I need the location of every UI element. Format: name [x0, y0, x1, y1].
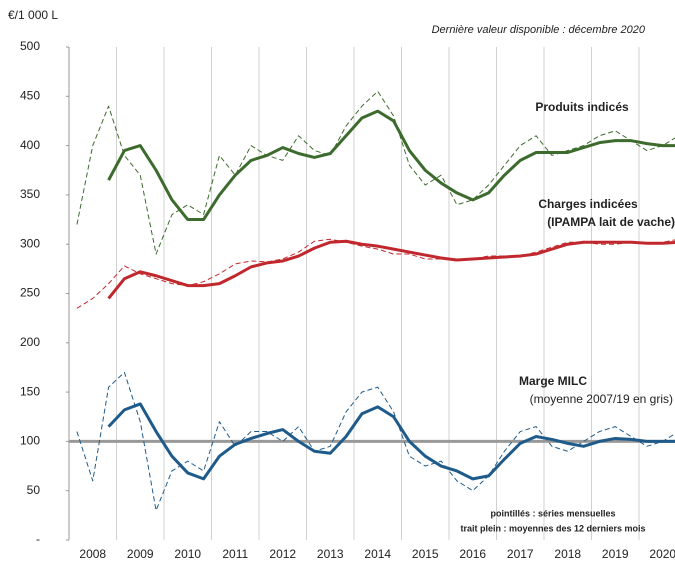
series-label: Charges indicées	[538, 197, 638, 211]
y-tick-label: 50	[27, 483, 41, 497]
y-tick-label: 200	[20, 335, 40, 349]
series-note: (moyenne 2007/19 en gris)	[530, 392, 673, 406]
series-line	[107, 402, 675, 481]
y-tick-label: -	[36, 532, 40, 546]
x-tick-label: 2011	[222, 547, 248, 561]
y-tick-label: 450	[20, 88, 40, 102]
series-label: Produits indicés	[535, 100, 629, 114]
x-tick-label: 2012	[269, 547, 296, 561]
y-tick-label: 500	[20, 39, 40, 53]
y-tick-label: 250	[20, 286, 40, 300]
x-tick-label: 2017	[507, 547, 534, 561]
series-label: Marge MILC	[519, 374, 587, 388]
series-line	[107, 109, 675, 222]
x-tick-label: 2010	[174, 547, 201, 561]
y-tick-label: 150	[20, 384, 40, 398]
footnote: trait plein : moyennes des 12 derniers m…	[460, 523, 645, 533]
x-tick-label: 2020	[649, 547, 675, 561]
x-tick-label: 2016	[459, 547, 486, 561]
subtitle: Dernière valeur disponible : décembre 20…	[432, 24, 646, 36]
series-line	[107, 239, 675, 300]
x-tick-label: 2013	[317, 547, 344, 561]
x-tick-label: 2014	[364, 547, 391, 561]
x-tick-label: 2019	[602, 547, 629, 561]
series-line	[76, 238, 675, 309]
x-tick-label: 2008	[79, 547, 106, 561]
series-note: (IPAMPA lait de vache)	[547, 215, 675, 229]
x-tick-label: 2009	[127, 547, 154, 561]
footnote: pointillés : séries mensuelles	[490, 508, 615, 518]
y-axis-label: €/1 000 L	[8, 8, 58, 22]
series-line	[76, 90, 675, 255]
y-tick-label: 350	[20, 187, 40, 201]
x-tick-label: 2015	[412, 547, 439, 561]
y-tick-label: 400	[20, 138, 40, 152]
plot	[69, 47, 675, 540]
x-tick-label: 2018	[554, 547, 581, 561]
y-tick-label: 300	[20, 236, 40, 250]
y-tick-label: 100	[20, 434, 40, 448]
